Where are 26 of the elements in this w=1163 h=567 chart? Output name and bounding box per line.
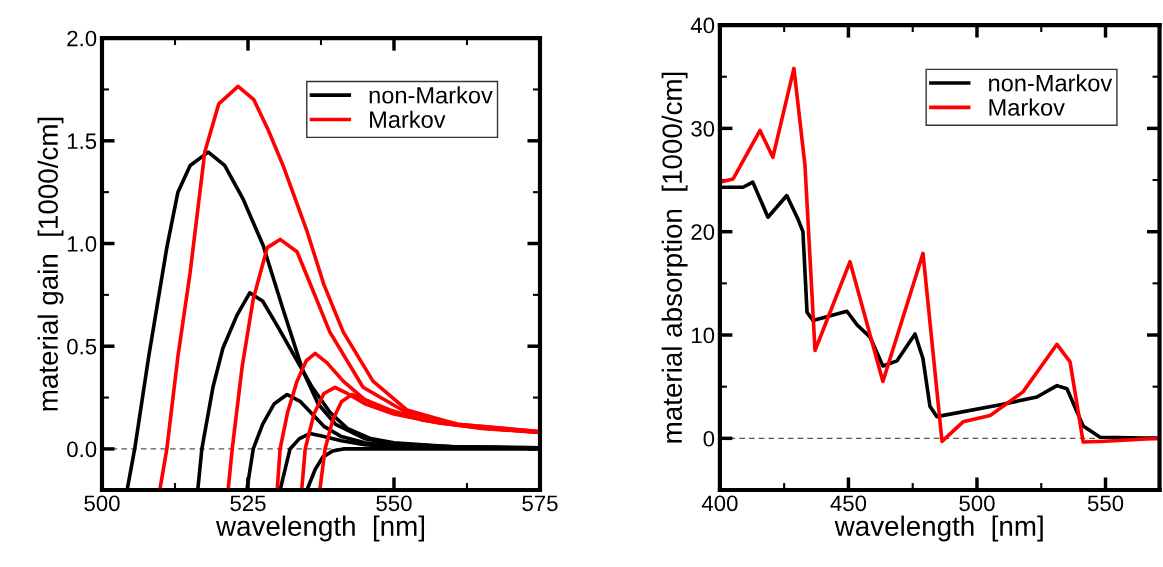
y-tick-label: 0 [703,430,715,447]
y-tick-label: 0.5 [67,338,97,355]
y-tick-label: 1.0 [67,236,97,252]
y-tick-label: 40 [690,17,715,34]
y-tick-label: 0.0 [67,441,97,458]
legend-label: Markov [370,110,446,128]
legend-label: non-Markov [369,86,493,104]
legend-label: non-Markov [989,74,1113,92]
x-tick-label: 500 [84,495,120,512]
y-tick-label: 20 [691,224,715,240]
x-tick-label: 450 [830,495,867,512]
x-axis-title: wavelength [nm] [834,515,1043,542]
y-tick-label: 10 [692,327,715,344]
x-tick-label: 500 [959,495,995,512]
x-tick-label: 550 [376,495,412,512]
x-tick-label: 525 [230,495,266,512]
y-tick-label: 2.0 [67,30,97,47]
x-tick-label: 400 [701,495,738,512]
x-tick-label: 575 [522,495,558,512]
y-tick-label: 30 [691,120,715,137]
y-axis-title: material gain [1000/cm] [37,117,64,411]
x-axis-title: wavelength [nm] [215,515,425,542]
y-tick-label: 1.5 [67,133,97,150]
legend-label: Markov [989,98,1065,116]
y-axis-title: material absorption [1000/cm] [661,72,688,443]
x-tick-label: 550 [1087,495,1124,512]
